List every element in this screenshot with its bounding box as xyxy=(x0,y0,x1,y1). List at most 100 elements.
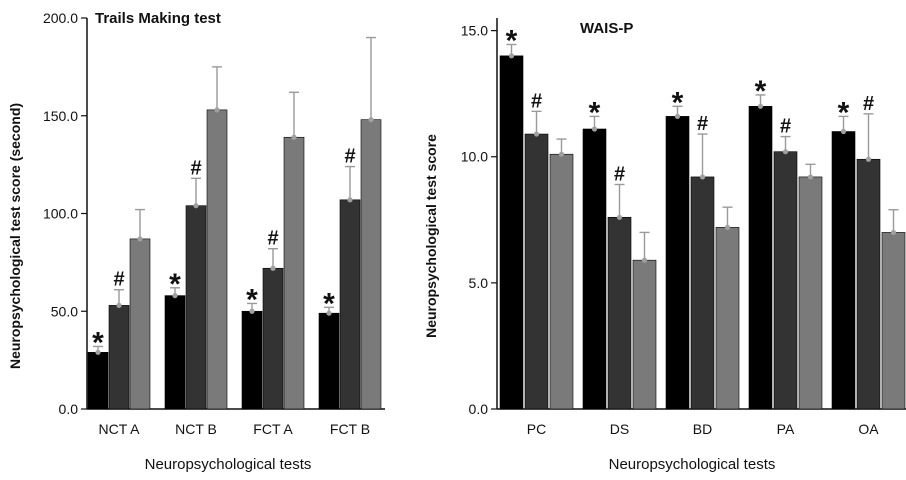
left-significance-star: * xyxy=(92,326,104,359)
right-y-tick-label: 15.0 xyxy=(461,23,488,39)
right-mean-dot xyxy=(807,174,814,180)
left-bar-fct-b-s2 xyxy=(339,199,361,410)
left-mean-dot xyxy=(326,310,332,316)
left-mean-dot xyxy=(249,308,255,314)
right-mean-dot xyxy=(508,53,515,59)
left-significance-hash: # xyxy=(190,157,201,179)
left-significance-hash: # xyxy=(344,146,355,168)
right-bar-pa-s2 xyxy=(773,151,798,410)
left-mean-dot xyxy=(172,293,178,299)
left-bar-nct-b-s1 xyxy=(164,295,186,410)
left-x-tick-label: NCT B xyxy=(175,421,217,437)
right-bar-pa-s3 xyxy=(798,176,823,410)
right-x-tick-label: BD xyxy=(693,421,712,437)
left-x-tick-label: FCT B xyxy=(330,421,370,437)
left-mean-dot xyxy=(95,349,101,355)
left-bar-fct-a-s3 xyxy=(283,136,305,410)
right-bar-bd-s2 xyxy=(690,176,715,410)
left-bar-nct-b-s2 xyxy=(185,205,207,410)
left-bar-fct-a-s2 xyxy=(262,267,284,410)
right-x-tick-label: PC xyxy=(527,421,546,437)
left-x-tick-label: FCT A xyxy=(253,421,293,437)
right-significance-star: * xyxy=(506,24,518,57)
left-bar-fct-b-s3 xyxy=(360,119,382,410)
right-y-tick-label: 0.0 xyxy=(469,401,489,417)
right-mean-dot xyxy=(558,151,565,157)
left-y-tick-label: 200.0 xyxy=(43,10,78,26)
left-x-tick-label: NCT A xyxy=(99,421,141,437)
right-bar-oa-s3 xyxy=(881,232,906,410)
left-y-tick-label: 150.0 xyxy=(43,108,78,124)
right-y-tick-label: 5.0 xyxy=(469,275,489,291)
left-bar-nct-a-s1 xyxy=(87,352,109,410)
left-bar-nct-a-s2 xyxy=(108,305,130,410)
right-bar-pa-s1 xyxy=(748,105,773,410)
right-significance-hash: # xyxy=(614,163,625,185)
right-significance-star: * xyxy=(589,96,601,129)
left-mean-dot xyxy=(214,107,220,113)
left-significance-hash: # xyxy=(267,228,278,250)
right-significance-hash: # xyxy=(863,93,874,115)
right-bar-ds-s2 xyxy=(607,216,632,410)
right-significance-star: * xyxy=(838,96,850,129)
right-mean-dot xyxy=(699,174,706,180)
right-y-axis-label: Neuropsychological test score xyxy=(423,134,439,338)
right-y-tick-label: 10.0 xyxy=(461,149,488,165)
right-bar-pc-s2 xyxy=(524,133,549,410)
left-y-axis-label: Neuropsychological test score (second) xyxy=(7,103,23,369)
left-bar-nct-a-s3 xyxy=(129,238,151,410)
right-bar-pc-s1 xyxy=(499,55,524,410)
right-significance-hash: # xyxy=(780,116,791,138)
left-bar-fct-a-s1 xyxy=(241,310,263,410)
left-bar-nct-b-s3 xyxy=(206,109,228,410)
left-chart-title: Trails Making test xyxy=(95,10,221,27)
right-mean-dot xyxy=(533,131,540,137)
right-bar-ds-s3 xyxy=(632,259,657,410)
left-significance-star: * xyxy=(323,287,335,320)
right-bar-pc-s3 xyxy=(549,153,574,410)
right-mean-dot xyxy=(890,229,897,236)
left-mean-dot xyxy=(137,236,143,242)
right-x-tick-label: PA xyxy=(777,421,795,437)
left-bar-fct-b-s1 xyxy=(318,312,340,410)
right-mean-dot xyxy=(782,149,789,155)
left-mean-dot xyxy=(270,265,276,271)
left-y-tick-label: 50.0 xyxy=(51,303,78,319)
right-bar-ds-s1 xyxy=(582,128,607,410)
left-mean-dot xyxy=(347,197,353,203)
right-mean-dot xyxy=(591,126,598,132)
left-plot-area: 0.0 50.0 100.0 150.0 200.0 * # NCT A * # NCT B * # FC… xyxy=(43,10,385,437)
right-plot-area: 0.0 5.0 10.0 15.0 * # PC * # DS * # BD * # PA * # OA xyxy=(461,18,906,437)
right-significance-hash: # xyxy=(531,90,542,112)
left-significance-star: * xyxy=(169,268,181,301)
right-significance-hash: # xyxy=(697,113,708,135)
right-x-axis-label: Neuropsychological tests xyxy=(609,456,776,473)
right-bar-bd-s1 xyxy=(665,116,690,410)
right-x-tick-label: DS xyxy=(610,421,629,437)
left-mean-dot xyxy=(368,117,374,123)
right-significance-star: * xyxy=(672,86,684,119)
left-significance-hash: # xyxy=(113,269,124,291)
right-bar-oa-s1 xyxy=(831,131,856,410)
left-mean-dot xyxy=(291,134,297,140)
right-mean-dot xyxy=(641,257,648,263)
right-mean-dot xyxy=(674,113,681,119)
right-significance-star: * xyxy=(755,75,767,108)
right-mean-dot xyxy=(757,103,764,109)
left-mean-dot xyxy=(193,203,199,209)
right-x-tick-label: OA xyxy=(858,421,879,437)
right-mean-dot xyxy=(724,224,731,230)
left-significance-star: * xyxy=(246,283,258,316)
left-y-tick-label: 0.0 xyxy=(59,401,79,417)
right-mean-dot xyxy=(616,214,623,220)
right-chart-title: WAIS-P xyxy=(580,20,633,37)
right-bar-bd-s3 xyxy=(715,227,740,410)
right-mean-dot xyxy=(840,128,847,135)
right-mean-dot xyxy=(865,156,872,162)
right-bar-oa-s2 xyxy=(856,158,881,410)
left-y-tick-label: 100.0 xyxy=(43,206,78,222)
left-mean-dot xyxy=(116,302,122,308)
left-x-axis-label: Neuropsychological tests xyxy=(145,456,312,473)
